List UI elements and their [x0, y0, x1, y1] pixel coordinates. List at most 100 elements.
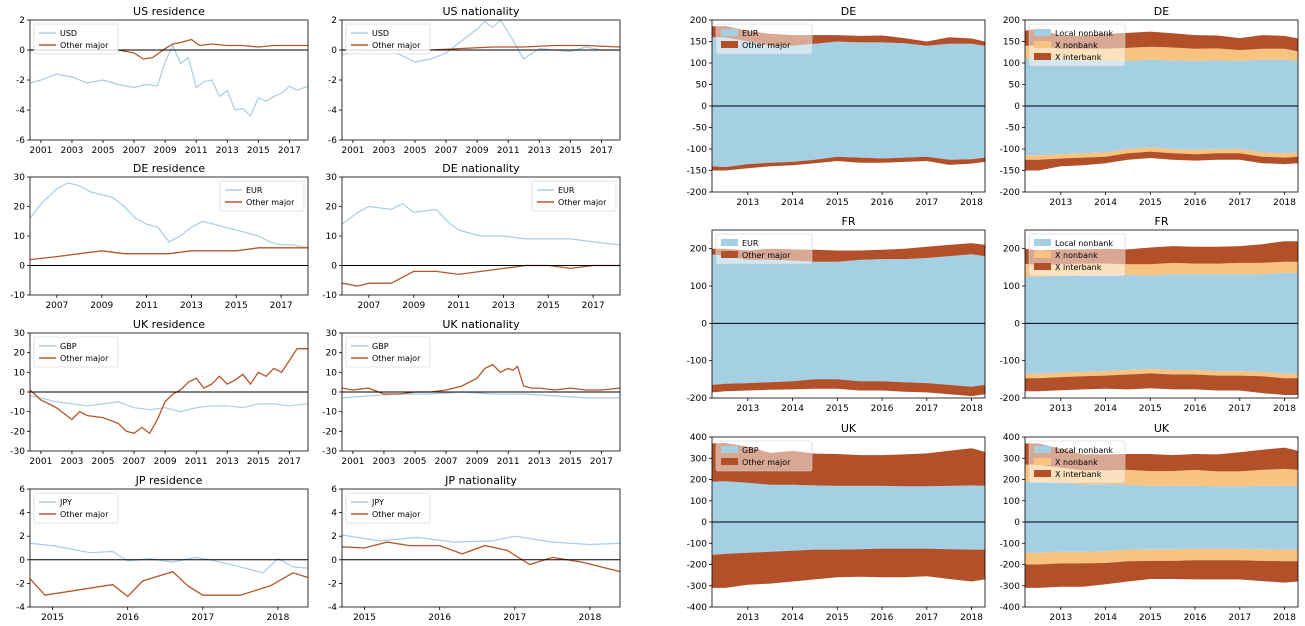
y-tick-label: 4 — [331, 509, 337, 519]
y-tick-label: -150 — [687, 167, 708, 177]
x-tick-label: 2013 — [1049, 613, 1072, 623]
y-tick-label: -100 — [687, 539, 708, 549]
axes-frame — [29, 488, 309, 608]
x-tick-label: 2015 — [247, 146, 270, 156]
y-tick-label: 20 — [326, 203, 338, 213]
legend: EUR Other major — [715, 23, 813, 55]
y-tick-label: 200 — [1003, 476, 1020, 486]
legend-label: X interbank — [1055, 263, 1102, 272]
legend-box — [715, 233, 813, 265]
series-line-1 — [342, 264, 620, 287]
x-tick-label: 2016 — [1184, 613, 1207, 623]
area-negative-0 — [1025, 323, 1298, 374]
y-tick-label: 0 — [19, 556, 25, 566]
legend-label: EUR — [246, 186, 263, 195]
y-tick-label: -4 — [328, 106, 337, 116]
x-tick-label: 2016 — [871, 404, 894, 414]
y-tick-label: -2 — [16, 579, 25, 589]
y-tick-label: 0 — [331, 262, 337, 272]
series-line-0 — [342, 534, 620, 546]
chart-title: JP nationality — [444, 474, 517, 487]
y-tick-label: 6 — [331, 485, 337, 495]
x-tick-label: 2015 — [826, 404, 849, 414]
legend-label: X nonbank — [1055, 458, 1098, 467]
x-tick-label: 2015 — [559, 146, 582, 156]
chart-panel-0: US residence -6 -4 -2 0 2 2001 2003 2005 2007 2009… — [16, 5, 309, 156]
legend-box — [33, 23, 119, 55]
x-tick-label: 2017 — [191, 613, 214, 623]
x-tick-label: 2013 — [736, 198, 759, 208]
x-tick-label: 2009 — [154, 146, 177, 156]
y-tick-label: 200 — [690, 476, 707, 486]
legend-label: GBP — [742, 446, 759, 455]
y-tick-label: -300 — [1000, 582, 1021, 592]
series-line-1 — [30, 570, 308, 598]
x-tick-label: 2013 — [736, 404, 759, 414]
x-tick-label: 2001 — [341, 146, 364, 156]
legend-box — [33, 336, 119, 368]
y-tick-label: -6 — [16, 136, 25, 146]
series-line-0 — [342, 202, 620, 246]
x-tick-label: 2018 — [1273, 613, 1296, 623]
x-tick-label: 2017 — [915, 198, 938, 208]
y-tick-label: -20 — [322, 427, 337, 437]
y-tick-label: 200 — [1003, 245, 1020, 255]
x-tick-label: 2009 — [402, 301, 425, 311]
x-tick-label: 2003 — [60, 146, 83, 156]
x-tick-label: 2014 — [781, 404, 804, 414]
x-tick-label: 2001 — [29, 457, 52, 467]
y-tick-label: -200 — [687, 188, 708, 198]
y-tick-label: 10 — [14, 368, 26, 378]
y-tick-label: 200 — [1003, 16, 1020, 26]
legend-label: Other major — [60, 510, 109, 519]
y-tick-label: -4 — [328, 603, 337, 613]
series-line-0 — [30, 395, 308, 413]
legend-swatch — [1034, 458, 1051, 465]
series-line-1 — [30, 247, 308, 261]
x-tick-label: 2016 — [428, 613, 451, 623]
chart-title: UK — [841, 422, 857, 435]
y-tick-label: 400 — [690, 433, 707, 443]
y-tick-label: 300 — [1003, 454, 1020, 464]
x-tick-label: 2017 — [278, 146, 301, 156]
series-line-1 — [342, 363, 620, 395]
y-tick-label: -100 — [687, 357, 708, 367]
legend-label: JPY — [59, 498, 72, 507]
x-tick-label: 2015 — [1139, 198, 1162, 208]
chart-panel-7: JP nationality -4 -2 0 2 4 6 2015 2016 2017 2018 JP… — [328, 474, 621, 623]
y-tick-label: -100 — [1000, 539, 1021, 549]
area-negative-2 — [1025, 373, 1298, 395]
chart-panel-4: UK residence -30 -20 -10 0 10 20 30 2001 2003 2005… — [10, 318, 309, 467]
x-tick-label: 2018 — [578, 613, 601, 623]
x-tick-label: 2013 — [528, 146, 551, 156]
area-positive-0 — [712, 37, 985, 107]
x-tick-label: 2013 — [492, 301, 515, 311]
y-tick-label: -10 — [10, 408, 25, 418]
legend-swatch — [1034, 263, 1051, 270]
x-tick-label: 2003 — [60, 457, 83, 467]
legend-label: EUR — [742, 239, 759, 248]
y-tick-label: 0 — [19, 262, 25, 272]
series-line-0 — [30, 44, 308, 118]
legend: Local nonbank X nonbank X interbank — [1028, 440, 1126, 484]
y-tick-label: -50 — [1005, 124, 1020, 134]
chart-title: UK nationality — [442, 318, 520, 331]
y-tick-label: -4 — [16, 106, 25, 116]
legend-swatch — [1034, 29, 1051, 36]
legend-label: Other major — [60, 41, 109, 50]
x-tick-label: 2011 — [135, 301, 158, 311]
area-positive-0 — [712, 254, 985, 324]
area-negative-0 — [712, 106, 985, 168]
legend-swatch — [1034, 446, 1051, 453]
area-negative-1 — [1025, 147, 1298, 160]
y-tick-label: -200 — [1000, 188, 1021, 198]
x-tick-label: 2017 — [915, 404, 938, 414]
y-tick-label: 2 — [331, 16, 337, 26]
legend: GBP Other major — [33, 336, 119, 368]
legend-label: Other major — [372, 41, 421, 50]
legend-label: Other major — [372, 510, 421, 519]
area-negative-1 — [712, 379, 985, 397]
x-tick-label: 2015 — [826, 198, 849, 208]
area-positive-0 — [1025, 272, 1298, 324]
y-tick-label: 0 — [331, 388, 337, 398]
